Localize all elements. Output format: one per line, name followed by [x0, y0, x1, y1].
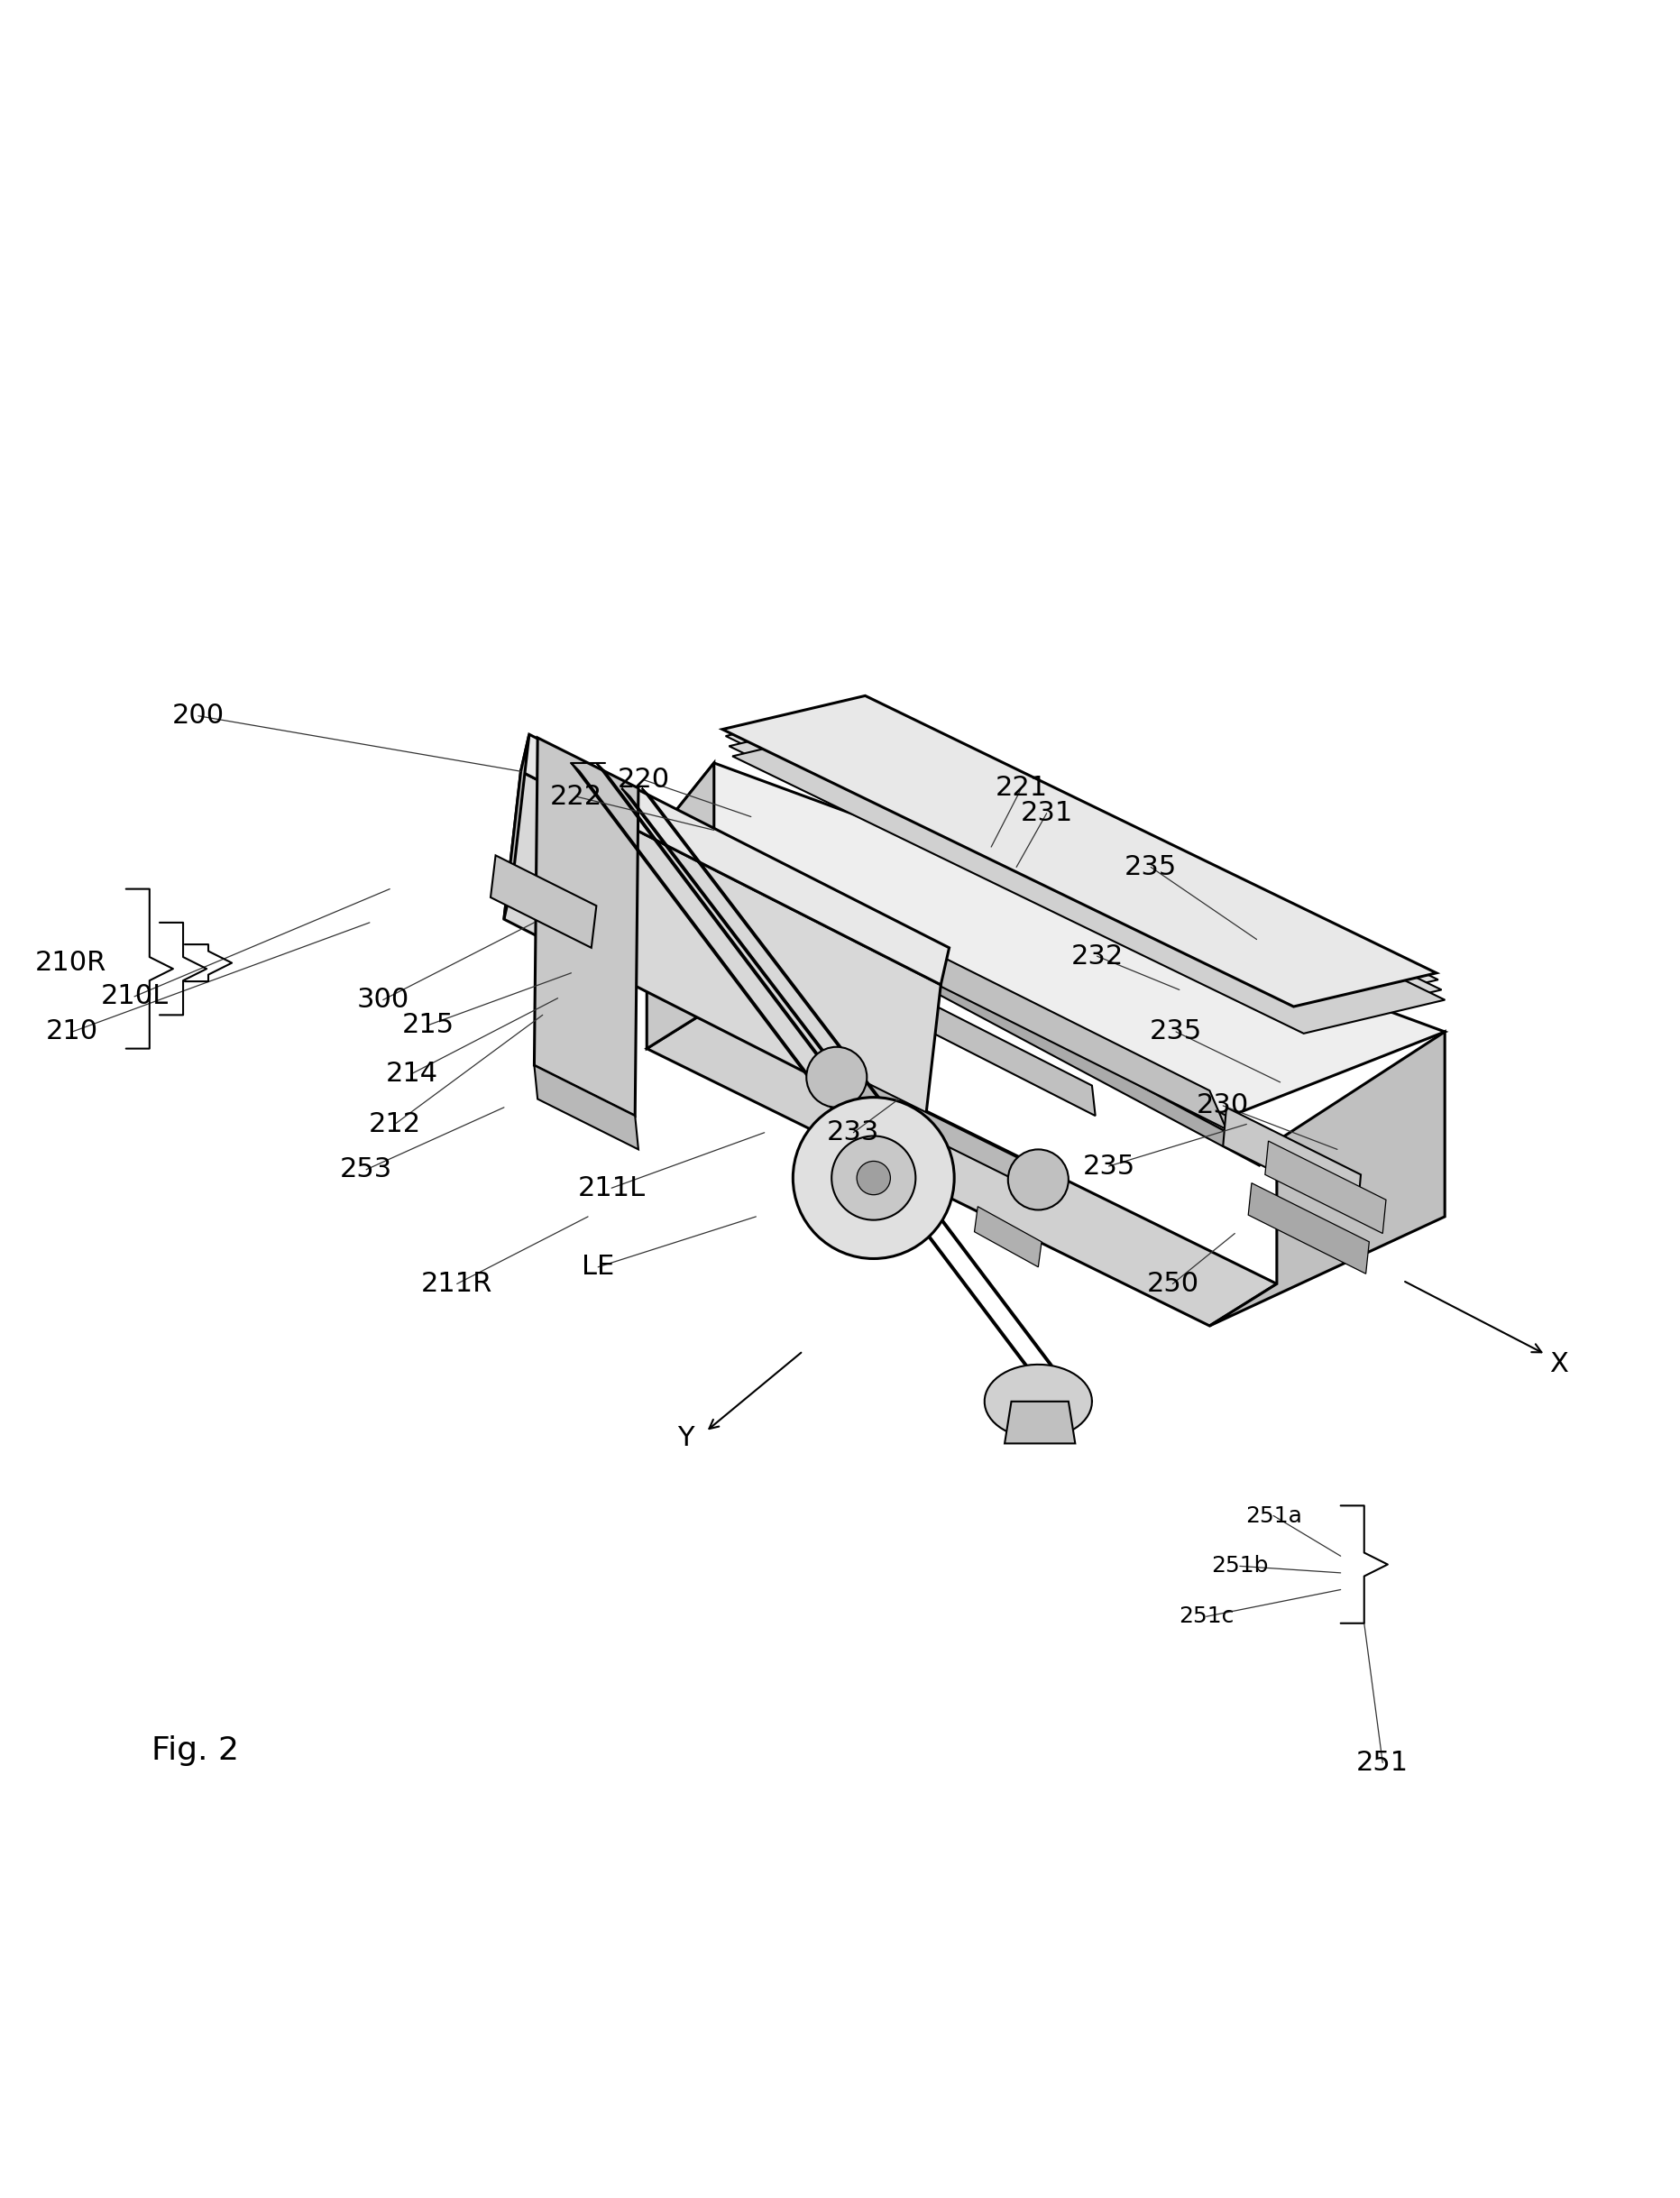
Text: 222: 222 — [549, 782, 603, 809]
Polygon shape — [729, 712, 1441, 1024]
Text: 231: 231 — [1020, 800, 1074, 826]
Polygon shape — [521, 734, 949, 985]
Polygon shape — [571, 763, 1042, 1385]
Text: 235: 235 — [1149, 1018, 1203, 1044]
Text: 253: 253 — [339, 1156, 393, 1183]
Polygon shape — [534, 1066, 638, 1150]
Text: 221: 221 — [995, 776, 1048, 802]
Text: 251b: 251b — [1211, 1556, 1268, 1576]
Polygon shape — [647, 763, 1445, 1123]
Text: 250: 250 — [1146, 1270, 1200, 1297]
Text: 210: 210 — [45, 1018, 99, 1044]
Polygon shape — [828, 1066, 1042, 1191]
Polygon shape — [984, 1365, 1092, 1437]
Polygon shape — [726, 703, 1438, 1013]
Polygon shape — [1223, 1108, 1361, 1213]
Circle shape — [793, 1097, 954, 1259]
Text: 212: 212 — [368, 1112, 422, 1136]
Polygon shape — [739, 855, 1243, 1141]
Text: 233: 233 — [827, 1119, 880, 1145]
Polygon shape — [647, 1007, 1277, 1325]
Circle shape — [832, 1136, 916, 1220]
Text: 251c: 251c — [1179, 1607, 1233, 1627]
Text: 251: 251 — [1356, 1750, 1410, 1776]
Polygon shape — [596, 763, 1067, 1385]
Text: 232: 232 — [1070, 943, 1124, 969]
Text: 200: 200 — [171, 703, 225, 730]
Polygon shape — [504, 734, 529, 919]
Circle shape — [806, 1046, 867, 1108]
Text: X: X — [1549, 1352, 1569, 1378]
Text: 251a: 251a — [1245, 1506, 1302, 1528]
Polygon shape — [756, 881, 1260, 1167]
Text: 230: 230 — [1196, 1092, 1250, 1119]
Text: 235: 235 — [1082, 1154, 1136, 1180]
Polygon shape — [722, 897, 1095, 1117]
Polygon shape — [491, 855, 596, 947]
Polygon shape — [974, 1207, 1042, 1266]
Text: 211R: 211R — [422, 1270, 492, 1297]
Polygon shape — [1248, 1183, 1369, 1275]
Polygon shape — [1265, 1141, 1386, 1233]
Polygon shape — [1005, 1402, 1075, 1444]
Polygon shape — [504, 771, 941, 1132]
Polygon shape — [820, 1141, 887, 1202]
Text: 210L: 210L — [101, 983, 168, 1009]
Text: 220: 220 — [617, 767, 670, 793]
Text: 210R: 210R — [35, 950, 106, 976]
Polygon shape — [622, 789, 899, 1150]
Text: Y: Y — [677, 1424, 694, 1451]
Polygon shape — [778, 980, 890, 1068]
Polygon shape — [732, 723, 1445, 1033]
Polygon shape — [722, 697, 1436, 1007]
Circle shape — [857, 1161, 890, 1196]
Polygon shape — [638, 851, 748, 932]
Text: LE: LE — [581, 1253, 615, 1279]
Polygon shape — [647, 763, 714, 1048]
Text: 211L: 211L — [578, 1176, 645, 1200]
Text: 235: 235 — [1124, 855, 1178, 879]
Text: 300: 300 — [356, 987, 410, 1013]
Polygon shape — [534, 739, 638, 1117]
Text: 214: 214 — [385, 1062, 438, 1086]
Text: 215: 215 — [402, 1011, 455, 1037]
Polygon shape — [1210, 1031, 1445, 1325]
Polygon shape — [642, 789, 919, 1150]
Polygon shape — [924, 947, 1226, 1130]
Text: Fig. 2: Fig. 2 — [151, 1736, 239, 1767]
Circle shape — [1008, 1150, 1068, 1209]
